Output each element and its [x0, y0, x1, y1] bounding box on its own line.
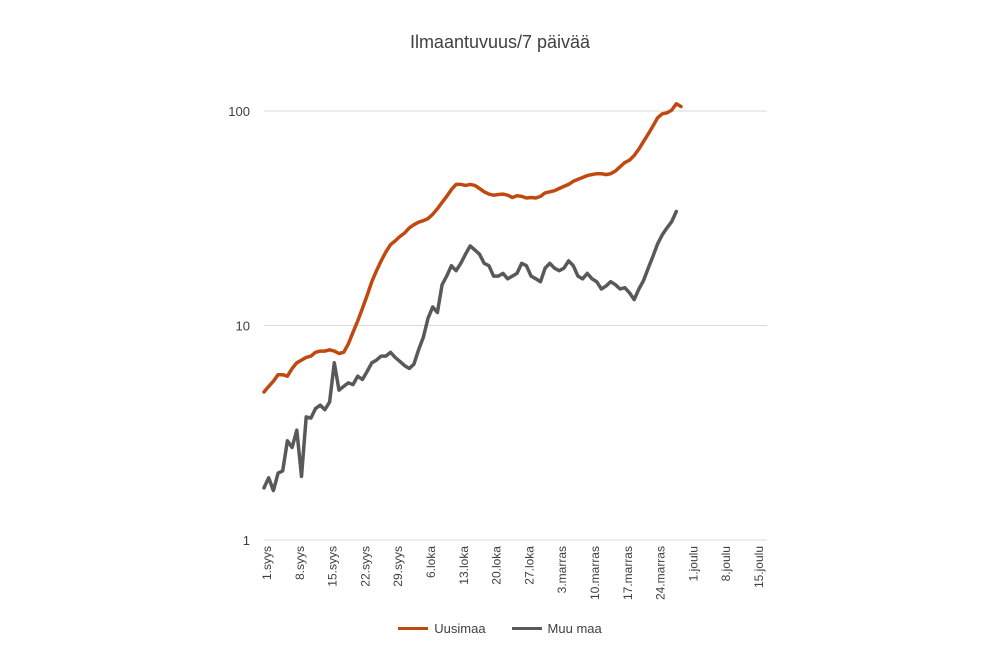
y-tick-label: 100: [228, 104, 250, 119]
x-tick-label: 6.loka: [424, 546, 438, 578]
x-tick-label: 15.joulu: [752, 546, 766, 588]
y-tick-label: 10: [236, 319, 250, 334]
x-tick-label: 13.loka: [457, 546, 471, 585]
x-tick-label: 3.marras: [555, 546, 569, 593]
x-tick-label: 20.loka: [490, 546, 504, 585]
legend-swatch: [511, 627, 542, 630]
x-tick-label: 8.syys: [293, 546, 307, 580]
y-tick-label: 1: [243, 533, 250, 548]
x-tick-label: 27.loka: [522, 546, 536, 585]
y-axis-ticks: 1 10 100: [228, 104, 250, 548]
x-tick-label: 22.syys: [358, 546, 372, 587]
x-tick-label: 24.marras: [654, 546, 668, 600]
chart-title: Ilmaantuvuus/7 päivää: [409, 32, 591, 52]
legend-label: Uusimaa: [434, 621, 486, 636]
legend: Uusimaa Muu maa: [0, 621, 1000, 636]
x-tick-label: 29.syys: [391, 546, 405, 587]
x-tick-label: 1.syys: [260, 546, 274, 580]
x-tick-label: 8.joulu: [719, 546, 733, 581]
legend-swatch: [398, 627, 429, 630]
legend-label: Muu maa: [547, 621, 602, 636]
x-tick-label: 10.marras: [588, 546, 602, 600]
legend-item: Muu maa: [511, 621, 602, 636]
x-tick-label: 17.marras: [621, 546, 635, 600]
x-axis-ticks: 1.syys 8.syys 15.syys 22.syys 29.syys 6.loka 1…: [260, 546, 766, 600]
x-tick-label: 1.joulu: [686, 546, 700, 581]
series-line-uusimaa: [262, 102, 683, 394]
legend-item: Uusimaa: [398, 621, 486, 636]
series-lines: [262, 102, 683, 493]
x-tick-label: 15.syys: [326, 546, 340, 587]
series-line-muu-maa: [262, 209, 679, 493]
gridlines: [264, 110, 767, 541]
